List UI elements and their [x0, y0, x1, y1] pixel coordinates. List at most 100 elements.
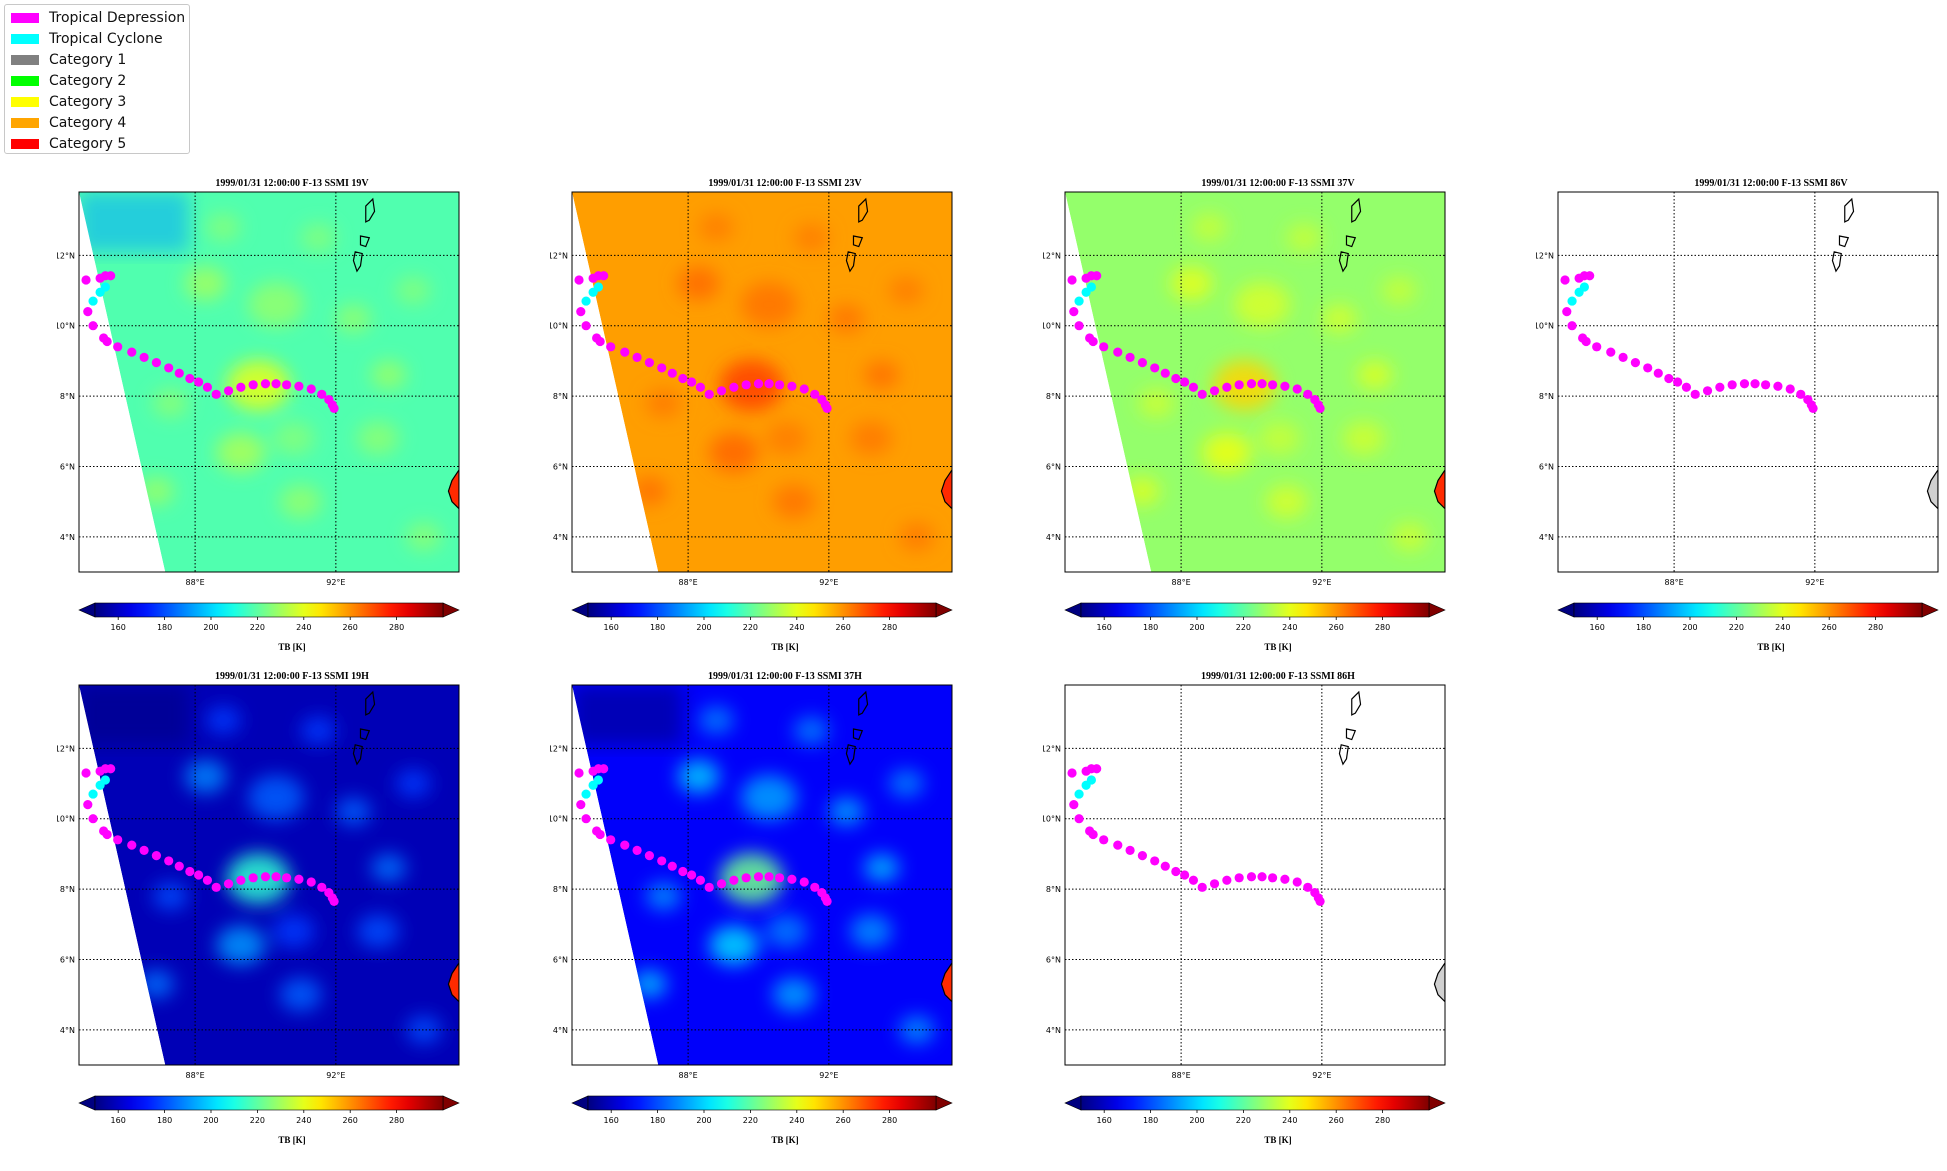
- track-point: [799, 877, 809, 887]
- track-point: [1673, 377, 1683, 387]
- colorbar-tick-label: 200: [203, 623, 218, 632]
- island-outline: [1838, 235, 1850, 248]
- track-point: [1088, 336, 1098, 347]
- track-point: [1069, 307, 1079, 317]
- colorbar-gradient: [1080, 1095, 1430, 1111]
- map-panel-37v: 1999/01/31 12:00:00 F-13 SSMI 37V 4°N 6°N…: [1043, 178, 1513, 678]
- track-point: [1137, 358, 1148, 368]
- track-point: [236, 382, 246, 392]
- colorbar-tick-label: 280: [1868, 623, 1883, 632]
- tb-anomaly: [698, 706, 734, 735]
- lat-tick-label: 10°N: [57, 815, 75, 824]
- tb-anomaly: [335, 304, 372, 333]
- track-point: [294, 874, 304, 884]
- island-outline: [852, 728, 864, 741]
- lat-tick-label: 6°N: [1539, 462, 1554, 471]
- tb-anomaly: [272, 421, 315, 456]
- landmass-outline: [940, 961, 952, 1003]
- map-frame: [78, 684, 460, 1066]
- tb-anomaly: [1342, 421, 1386, 456]
- track-point: [620, 840, 630, 850]
- track-point: [716, 879, 727, 889]
- map-frame: [1064, 684, 1446, 1066]
- track-point: [88, 814, 98, 824]
- tb-anomaly: [899, 1015, 935, 1044]
- lat-tick-label: 4°N: [553, 533, 568, 542]
- panel-title: 1999/01/31 12:00:00 F-13 SSMI 86V: [1694, 178, 1848, 189]
- track-point: [1125, 845, 1135, 855]
- tb-anomaly: [356, 421, 400, 456]
- colorbar-label: TB [K]: [771, 642, 799, 652]
- map-plot: 4°N 6°N 8°N 10°N 12°N 88°E 92°E: [57, 684, 460, 1080]
- track-point: [1086, 282, 1096, 292]
- lat-tick-label: 4°N: [553, 1026, 568, 1035]
- track-point: [1074, 296, 1084, 306]
- map-plot: 4°N 6°N 8°N 10°N 12°N 88°E 92°E: [550, 684, 953, 1080]
- track-point: [667, 368, 677, 378]
- legend-item-category-5: Category 5: [11, 135, 126, 153]
- track-point: [595, 829, 605, 840]
- lat-tick-label: 8°N: [553, 392, 568, 401]
- legend-item-tropical-depression: Tropical Depression: [11, 9, 185, 27]
- colorbar-tick-label: 180: [1143, 623, 1158, 632]
- colorbar-tick-label: 260: [836, 1116, 851, 1125]
- colorbar-over-arrow: [1921, 602, 1939, 618]
- colorbar-tick-label: 220: [250, 623, 265, 632]
- colorbar-tick-label: 160: [111, 1116, 126, 1125]
- colorbar: 160 180 200 220 240 260 280: [1064, 1095, 1446, 1125]
- track-point: [1222, 875, 1232, 885]
- tb-anomaly: [719, 360, 784, 411]
- tb-anomaly: [406, 1015, 442, 1044]
- panel-title: 1999/01/31 12:00:00 F-13 SSMI 37H: [708, 671, 862, 682]
- colorbar-tick-label: 200: [696, 623, 711, 632]
- track-point: [329, 896, 339, 906]
- track-point: [581, 814, 591, 824]
- track-point: [774, 873, 785, 883]
- lat-tick-label: 8°N: [1046, 885, 1061, 894]
- tb-anomaly: [793, 223, 829, 252]
- track-point: [1681, 382, 1692, 392]
- lat-tick-label: 8°N: [60, 885, 75, 894]
- track-point: [127, 840, 137, 850]
- legend-label: Tropical Depression: [49, 10, 186, 26]
- colorbar-tick-label: 160: [111, 623, 126, 632]
- legend-swatch: [11, 118, 39, 128]
- tb-anomaly: [1286, 223, 1322, 252]
- panel-title: 1999/01/31 12:00:00 F-13 SSMI 37V: [1201, 178, 1355, 189]
- colorbar-tick-label: 260: [343, 623, 358, 632]
- colorbar-tick-label: 240: [789, 623, 804, 632]
- colorbar-over-arrow: [442, 602, 460, 618]
- track-point: [271, 379, 281, 389]
- legend-swatch: [11, 76, 39, 86]
- island-outline: [845, 744, 856, 766]
- legend-label: Category 4: [49, 115, 127, 131]
- track-point: [1739, 379, 1750, 389]
- track-point: [102, 829, 112, 840]
- track-point: [1560, 275, 1570, 285]
- lat-tick-label: 10°N: [1043, 815, 1061, 824]
- track-point: [657, 363, 667, 373]
- track-point: [1137, 851, 1148, 861]
- track-point: [741, 873, 751, 883]
- track-point: [581, 296, 591, 306]
- colorbar-over-arrow: [1428, 602, 1446, 618]
- track-point: [1750, 379, 1760, 389]
- colorbar-tick-label: 200: [1189, 623, 1204, 632]
- colorbar-tick-label: 220: [743, 623, 758, 632]
- track-point: [88, 789, 98, 799]
- track-point: [1180, 377, 1190, 387]
- panel-title: 1999/01/31 12:00:00 F-13 SSMI 23V: [708, 178, 862, 189]
- map-plot: 4°N 6°N 8°N 10°N 12°N 88°E 92°E: [550, 191, 953, 587]
- lon-tick-label: 88°E: [678, 578, 697, 587]
- tb-anomaly: [709, 925, 759, 966]
- track-point: [678, 866, 688, 877]
- track-point: [260, 379, 271, 389]
- track-point: [1567, 296, 1577, 306]
- tb-anomaly: [184, 759, 227, 794]
- track-point: [1074, 814, 1084, 824]
- tb-anomaly: [356, 914, 400, 949]
- track-point: [83, 800, 93, 810]
- colorbar-tick-label: 220: [1236, 1116, 1251, 1125]
- track-point: [1702, 386, 1713, 396]
- lat-tick-label: 8°N: [553, 885, 568, 894]
